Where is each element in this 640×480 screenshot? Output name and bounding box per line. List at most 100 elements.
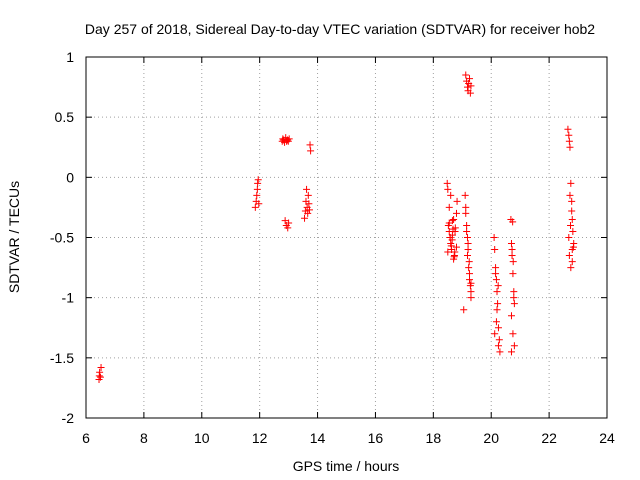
data-point [462, 203, 470, 211]
y-tick-label: -2 [62, 410, 75, 426]
data-point [451, 248, 459, 256]
data-point [510, 300, 518, 308]
data-point [463, 221, 471, 229]
data-point [492, 276, 500, 284]
data-point [448, 217, 456, 225]
y-tick-label: 0.5 [55, 109, 75, 125]
data-point [447, 242, 455, 250]
data-point [465, 258, 473, 266]
data-point [490, 234, 498, 241]
data-point [466, 276, 474, 284]
x-tick-label: 18 [426, 430, 442, 446]
data-point [510, 342, 518, 350]
data-points [95, 71, 578, 383]
data-point [493, 306, 501, 314]
data-point [253, 185, 261, 193]
data-point [463, 234, 471, 241]
data-point [450, 253, 458, 261]
data-point [568, 215, 576, 223]
data-point [507, 348, 515, 356]
data-point [565, 234, 573, 241]
x-tick-label: 8 [140, 430, 148, 446]
data-point [496, 348, 504, 356]
data-point [453, 197, 461, 205]
x-tick-label: 14 [310, 430, 326, 446]
data-point [283, 136, 291, 144]
data-point [510, 288, 518, 296]
data-point [564, 125, 572, 133]
data-point [452, 209, 460, 217]
data-point [508, 246, 516, 254]
data-point [452, 243, 460, 251]
grid [86, 57, 607, 418]
data-point [492, 318, 500, 326]
data-point [464, 240, 472, 248]
data-point [467, 279, 475, 287]
axis-ticks: 6 8 10 12 14 16 18 20 22 24 -2 -1.5 -1 -0.5 0 0.5 1 [50, 49, 615, 446]
data-point [508, 252, 516, 260]
data-point [494, 342, 502, 350]
data-point [462, 71, 470, 79]
data-point [96, 373, 104, 381]
data-point [510, 294, 518, 302]
y-tick-label: 1 [66, 49, 74, 65]
data-point [507, 312, 515, 320]
x-tick-label: 16 [368, 430, 384, 446]
data-point [467, 294, 475, 302]
y-tick-label: -1.5 [50, 350, 74, 366]
data-point [565, 137, 573, 145]
data-point [463, 252, 471, 260]
y-tick-label: -1 [62, 290, 75, 306]
data-point [567, 179, 575, 187]
data-point [254, 179, 262, 187]
data-point [467, 82, 475, 90]
data-point [466, 89, 474, 97]
data-point [461, 191, 469, 199]
x-tick-label: 22 [541, 430, 557, 446]
data-point [447, 191, 455, 199]
x-tick-label: 6 [82, 430, 90, 446]
data-point [444, 185, 452, 193]
data-point [568, 207, 576, 215]
data-point [285, 135, 293, 143]
data-point [569, 243, 577, 251]
data-point [491, 330, 499, 338]
data-point [495, 336, 503, 344]
data-point [509, 270, 517, 278]
y-tick-label: 0 [66, 169, 74, 185]
data-point [492, 270, 500, 278]
data-point [251, 203, 259, 211]
data-point [460, 306, 468, 314]
data-point [305, 200, 313, 208]
data-point [568, 258, 576, 266]
data-point [255, 200, 263, 208]
data-point [279, 135, 287, 143]
data-point [569, 227, 577, 235]
data-point [494, 282, 502, 290]
data-point [253, 191, 261, 199]
data-point [494, 300, 502, 308]
x-tick-label: 20 [483, 430, 499, 446]
data-point [467, 288, 475, 296]
data-point [443, 179, 451, 187]
data-point [464, 246, 472, 254]
data-point [284, 224, 292, 232]
data-point [507, 240, 515, 248]
x-tick-label: 12 [252, 430, 268, 446]
data-point [492, 264, 500, 272]
data-point [566, 143, 574, 151]
data-point [491, 246, 499, 254]
data-point [494, 324, 502, 332]
data-point [509, 330, 517, 338]
data-point [449, 225, 457, 233]
data-point [462, 209, 470, 217]
data-point [304, 191, 312, 199]
data-point [567, 264, 575, 272]
data-point [566, 191, 574, 199]
data-point [509, 258, 517, 266]
data-point [304, 209, 312, 217]
data-point [493, 288, 501, 296]
data-point [565, 252, 573, 260]
data-point [466, 75, 474, 83]
data-point [96, 368, 104, 376]
